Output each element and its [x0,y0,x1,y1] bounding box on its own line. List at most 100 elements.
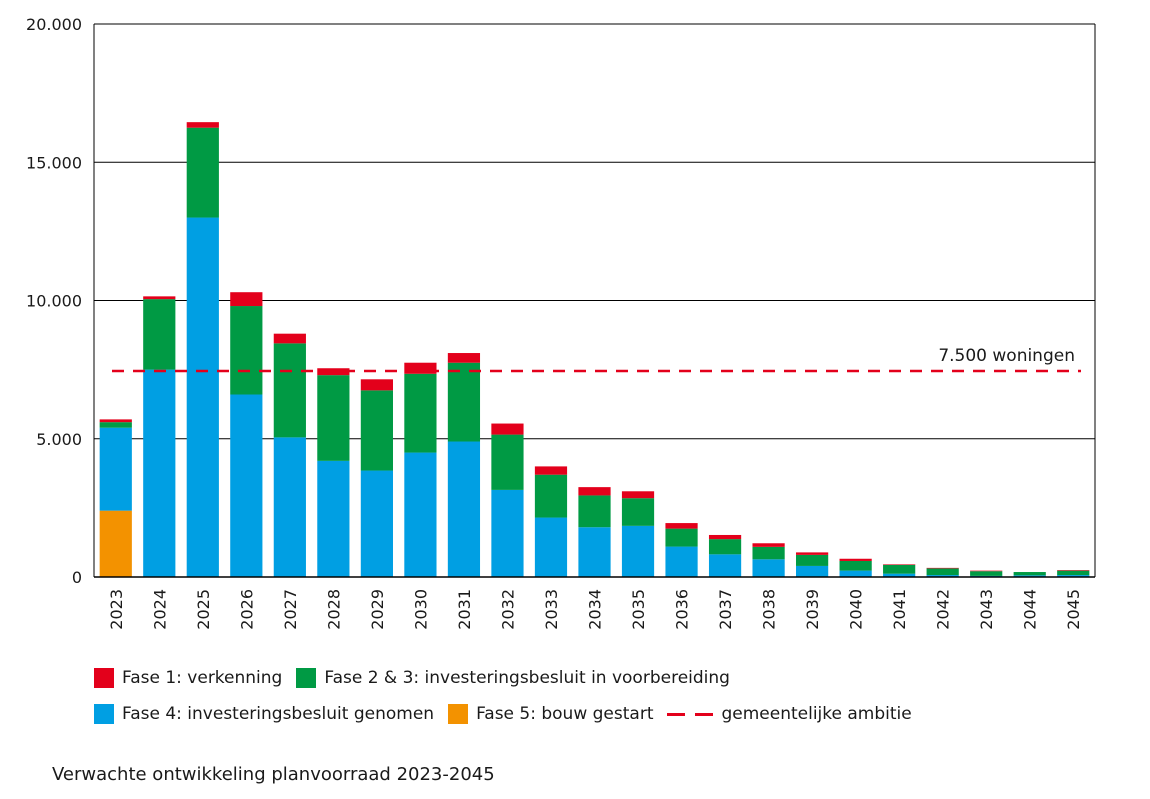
legend-label-fase4: Fase 4: investeringsbesluit genomen [122,704,435,724]
bar-segment [317,460,350,577]
legend-label-fase23: Fase 2 & 3: investeringsbesluit in voorb… [324,668,730,688]
x-tick-label: 2036 [673,589,692,630]
bar-segment [665,523,698,529]
chart-legend: Fase 1: verkenning Fase 2 & 3: investeri… [94,660,994,732]
bar-segment [143,299,176,370]
bar-segment [230,292,263,307]
bar-segment [621,498,655,526]
x-tick-label: 2042 [934,589,953,630]
y-tick-label: 5.000 [36,430,82,449]
bar-segment [621,491,655,499]
x-tick-label: 2045 [1064,589,1083,630]
bar-segment [491,489,524,577]
legend-swatch-fase1 [94,668,114,688]
bar-segment [752,546,785,560]
bar-segment [99,422,132,428]
y-tick-label: 15.000 [26,153,82,172]
bar-segment [534,466,568,475]
bar-segment [796,554,829,566]
bar-segment [317,375,350,461]
x-tick-label: 2041 [890,589,909,630]
bar-segment [186,122,219,128]
bar-segment [708,554,742,577]
bar-segment [230,306,263,395]
bar-segment [926,575,959,577]
bar-segment [665,546,698,577]
legend-dash-ambitie [667,704,714,724]
x-tick-label: 2029 [368,589,387,630]
bar-segment [621,525,655,577]
bar-segment [491,423,524,435]
bar-segment [360,470,393,577]
bar-segment [404,362,437,374]
bar-segment [360,379,393,391]
bar-segment [360,390,393,471]
x-tick-label: 2037 [716,589,735,630]
bar-segment [970,571,1003,576]
bar-segment [1013,575,1046,577]
bar-segment [578,487,611,496]
bar-segment [230,394,263,577]
x-tick-label: 2035 [629,589,648,630]
bar-segment [447,353,481,363]
legend-item-fase4: Fase 4: investeringsbesluit genomen [94,704,434,724]
bar-segment [273,437,306,577]
x-tick-label: 2031 [455,589,474,630]
bar-segment [1057,575,1090,577]
bar-segment [883,564,916,574]
x-tick-label: 2034 [586,589,605,630]
bar-segment [883,573,916,577]
x-tick-label: 2027 [281,589,300,630]
bar-segment [99,419,132,423]
x-tick-label: 2026 [237,589,256,630]
legend-label-fase5: Fase 5: bouw gestart [476,704,654,724]
bar-segment [404,452,437,577]
bar-segment [796,552,829,555]
x-tick-label: 2024 [150,589,169,630]
bar-segment [839,558,872,561]
bar-segment [883,564,916,565]
bar-segment [99,427,132,511]
bar-segment [752,543,785,547]
bar-segment [1057,570,1090,576]
legend-label-ambitie: gemeentelijke ambitie [721,704,912,724]
x-tick-label: 2032 [498,589,517,630]
x-tick-label: 2030 [411,589,430,630]
bar-segment [143,369,176,577]
bar-segment [99,510,132,577]
bar-segment [447,441,481,577]
legend-item-fase1: Fase 1: verkenning [94,668,282,688]
x-tick-label: 2038 [760,589,779,630]
bar-segment [839,560,872,571]
x-tick-label: 2039 [803,589,822,630]
legend-swatch-fase4 [94,704,114,724]
legend-swatch-fase5 [448,704,469,724]
bar-segment [273,333,306,344]
bar-segment [578,527,611,577]
bar-segment [665,528,698,547]
legend-item-fase5: Fase 5: bouw gestart [448,704,653,724]
x-tick-label: 2040 [847,589,866,630]
bar-segment [273,343,306,438]
bar-segment [839,570,872,577]
bar-segment [926,567,959,569]
bar-segment [926,568,959,576]
legend-item-ambitie: gemeentelijke ambitie [667,704,912,724]
x-tick-label: 2025 [194,589,213,630]
x-tick-label: 2028 [324,589,343,630]
y-tick-label: 20.000 [26,15,82,34]
bar-segment [534,474,568,518]
bar-segment [578,495,611,528]
bar-segment [1013,572,1046,576]
bar-segment [186,127,219,218]
ambition-line-label: 7.500 woningen [938,346,1075,366]
bar-segment [708,534,742,540]
legend-item-fase23: Fase 2 & 3: investeringsbesluit in voorb… [296,668,730,688]
x-tick-label: 2033 [542,589,561,630]
bar-segment [404,373,437,453]
bar-segment [752,559,785,577]
legend-label-fase1: Fase 1: verkenning [122,668,283,688]
bar-segment [186,217,219,578]
bar-chart: 0 5.000 10.000 15.000 20.000 2023 2024 2025 2026… [26,15,1096,630]
bar-segment [534,517,568,577]
